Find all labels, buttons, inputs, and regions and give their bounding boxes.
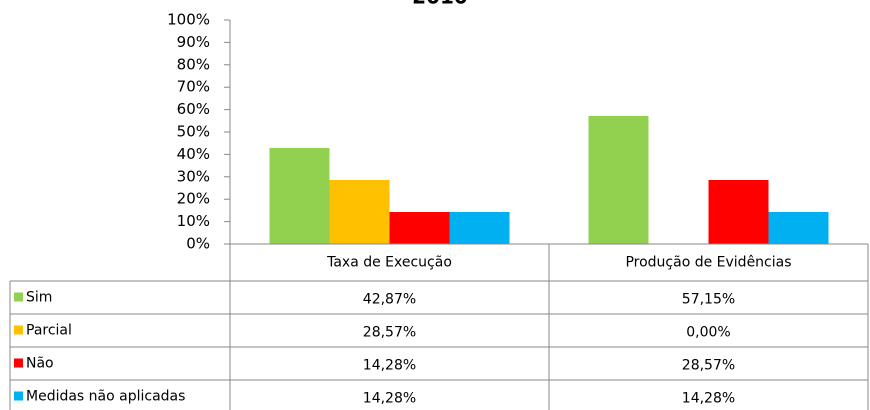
table-value: 14,28% [682, 391, 735, 407]
table-value: 28,57% [363, 325, 416, 341]
table-value: 14,28% [363, 391, 416, 407]
bar [269, 147, 330, 244]
bar [329, 180, 390, 244]
bar [449, 212, 510, 244]
table-value: 14,28% [363, 358, 416, 374]
legend-label: Sim [26, 290, 52, 306]
bar [768, 212, 829, 244]
x-tick-label: Taxa de Execução [326, 255, 452, 271]
y-tick-label: 70% [177, 78, 210, 96]
y-tick-label: 90% [177, 33, 210, 51]
chart-title: 2010 [412, 0, 468, 9]
y-tick-label: 30% [177, 167, 210, 185]
y-tick-label: 10% [177, 212, 210, 230]
table-value: 28,57% [682, 358, 735, 374]
x-tick-label: Produção de Evidências [625, 255, 791, 271]
bar [588, 115, 649, 244]
legend-label: Parcial [26, 323, 72, 339]
y-tick-label: 100% [167, 11, 210, 29]
legend-swatch [14, 292, 23, 302]
legend-swatch [14, 358, 23, 368]
legend-swatch [14, 325, 23, 335]
y-tick-label: 0% [186, 235, 210, 253]
bar [708, 180, 769, 244]
table-value: 42,87% [363, 292, 416, 308]
bar [389, 212, 450, 244]
legend-label: Medidas não aplicadas [26, 389, 185, 405]
legend-swatch [14, 391, 23, 401]
table-value: 57,15% [682, 292, 735, 308]
table-value: 0,00% [686, 325, 730, 341]
legend-label: Não [26, 356, 54, 372]
y-tick-label: 80% [177, 55, 210, 73]
y-tick-label: 50% [177, 123, 210, 141]
y-tick-label: 60% [177, 100, 210, 118]
y-tick-label: 40% [177, 145, 210, 163]
y-tick-label: 20% [177, 190, 210, 208]
